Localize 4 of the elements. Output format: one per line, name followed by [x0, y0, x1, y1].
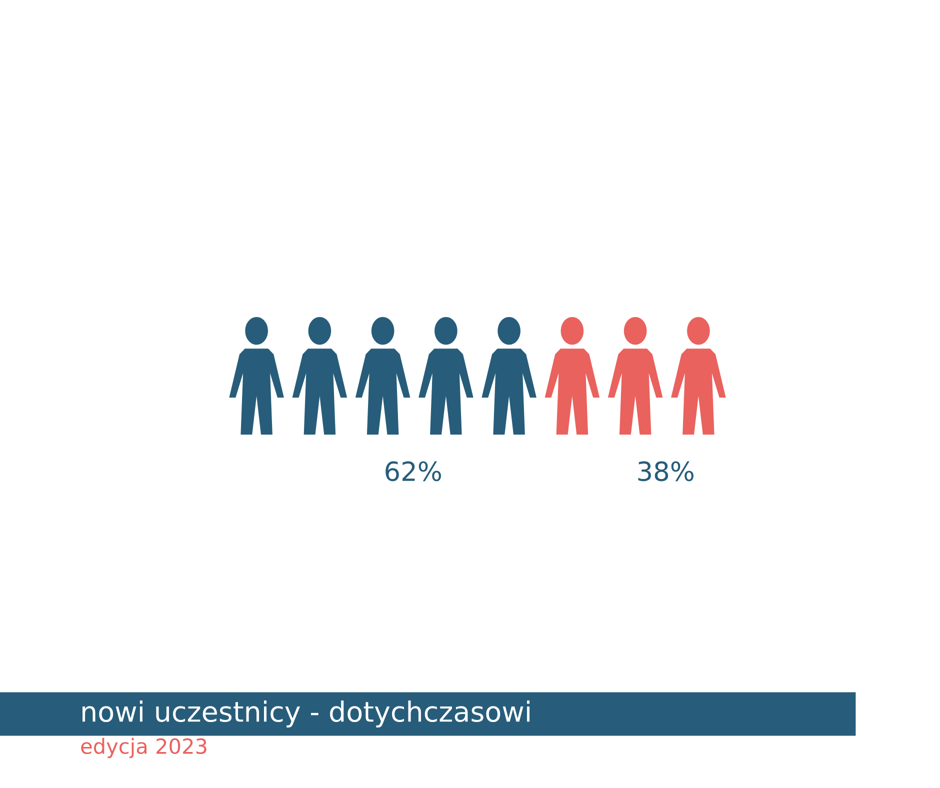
- data-label: 38%: [638, 461, 694, 482]
- data-label: 62%: [386, 461, 441, 482]
- text: nowi uczestnicy - dotychczasowi: [82, 700, 530, 728]
- text: edycja 2023: [81, 738, 206, 758]
